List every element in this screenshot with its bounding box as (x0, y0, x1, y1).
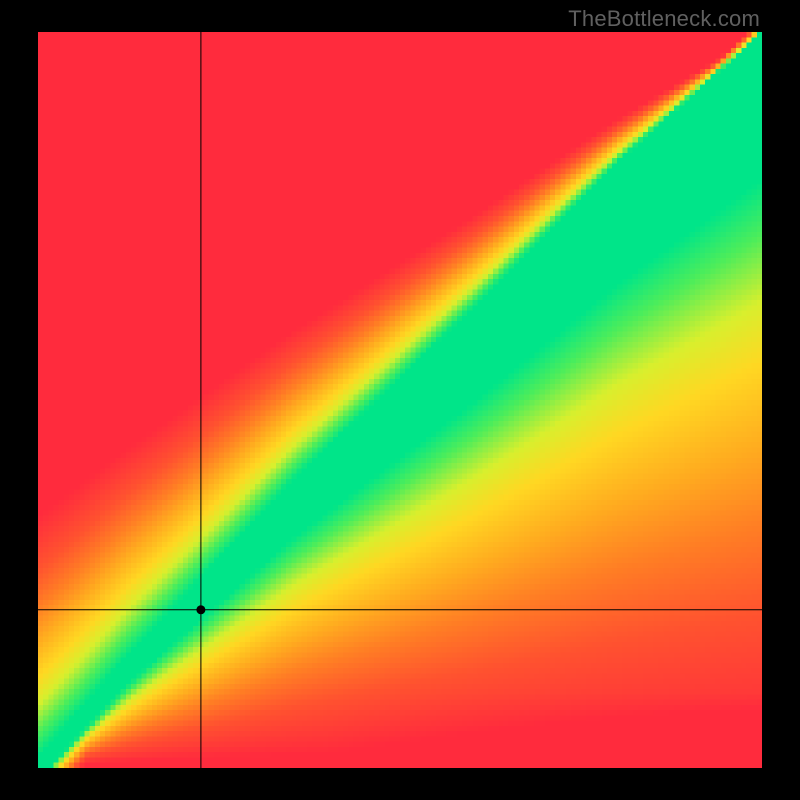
plot-area (38, 32, 762, 768)
bottleneck-heatmap (38, 32, 762, 768)
watermark-text: TheBottleneck.com (568, 6, 760, 32)
